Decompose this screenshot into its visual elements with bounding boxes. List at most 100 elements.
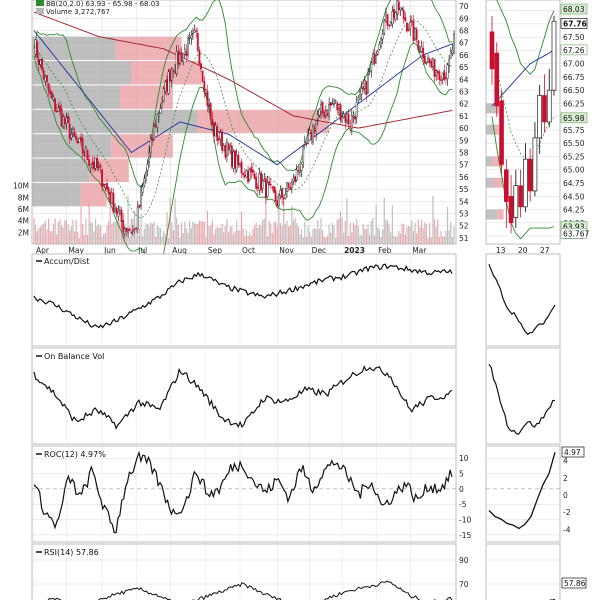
volume-bar: [221, 223, 223, 244]
candle-body: [250, 167, 253, 172]
volume-bar: [305, 236, 308, 244]
candle-body: [378, 44, 381, 50]
candle-body: [102, 184, 105, 187]
volume-bar: [49, 230, 51, 244]
roc-zoom-badge-box: [561, 446, 585, 458]
volume-bar: [255, 222, 257, 244]
volume-bars: [33, 194, 455, 244]
volume-bar: [47, 218, 50, 244]
volume-bar: [270, 223, 272, 244]
zoom-vbp-gray: [486, 177, 494, 188]
candle-body: [75, 136, 78, 140]
zoom-candle-body: [489, 31, 495, 70]
zoom-vbp-red: [492, 156, 504, 167]
candle-body: [60, 108, 63, 127]
roc-line: [33, 450, 453, 534]
volume-bar: [395, 236, 397, 244]
zoom-ma-short: [491, 49, 555, 107]
main-y-tick: 62: [459, 100, 469, 109]
volume-bar: [62, 227, 64, 244]
volume-bar: [145, 223, 147, 244]
candle-body: [310, 132, 313, 140]
volume-bar: [257, 228, 259, 244]
candle-body: [157, 113, 160, 117]
volume-bar: [268, 220, 270, 244]
zoom-value-badge-text: 67.76: [563, 19, 587, 28]
zoom-y-axis: 63.7564.0064.2564.5064.7565.0065.2565.50…: [563, 7, 585, 241]
accum-dist-panel: Accum/Dist: [31, 253, 561, 347]
main-y-tick: 64: [459, 75, 469, 84]
candle-body: [355, 101, 358, 118]
candle-body: [34, 39, 37, 55]
volume-bar: [391, 205, 393, 244]
candle-body: [104, 184, 107, 188]
main-x-tick: Oct: [242, 246, 255, 255]
main-y-tick: 68: [459, 27, 469, 36]
zoom-y-tick: 65.75: [563, 126, 585, 135]
main-y-tick: 65: [459, 63, 469, 72]
candle-body: [346, 113, 348, 121]
candle-body: [271, 186, 274, 188]
volume-bar: [38, 228, 40, 244]
candle-body: [247, 170, 249, 183]
zoom-candle-body: [537, 95, 542, 139]
candle-body: [136, 206, 139, 230]
main-x-tick: Dec: [312, 246, 327, 255]
candle-body: [375, 55, 378, 64]
candle-body: [123, 228, 126, 235]
volume-bar: [166, 212, 168, 244]
candle-body: [444, 77, 447, 79]
roc-zoom-y-tick: 4: [563, 457, 568, 466]
volume-bar: [260, 225, 262, 244]
candle-body: [407, 28, 410, 31]
volume-bar: [142, 236, 144, 244]
volume-bar: [46, 229, 48, 244]
main-y-tick: 56: [459, 173, 469, 182]
volume-bar: [78, 238, 81, 244]
volume-bar: [203, 221, 205, 244]
volume-bar: [443, 236, 445, 244]
volume-bar: [206, 210, 209, 244]
main-y-tick: 51: [459, 234, 469, 243]
obv-zoom-line: [488, 363, 556, 435]
candle-body: [128, 229, 131, 231]
candle-body: [264, 178, 267, 198]
volume-bar: [180, 222, 183, 244]
volume-bar: [73, 231, 76, 244]
volume-bar: [286, 220, 288, 244]
zoom-y-tick: 65.00: [563, 166, 585, 175]
zoom-y-tick: 64.50: [563, 192, 585, 201]
candle-body: [242, 172, 245, 176]
volume-bar: [210, 225, 212, 244]
main-y-tick: 58: [459, 149, 469, 158]
candle-body: [42, 70, 45, 80]
candle-body: [372, 53, 374, 65]
main-x-axis: Apr May Jun Jul Aug Sep Oct Nov Dec 2023 Feb Mar: [36, 246, 427, 255]
main-y-tick: 66: [459, 51, 469, 60]
volume-bar: [432, 195, 434, 244]
candle-body: [438, 71, 441, 81]
zoom-candle-body: [532, 137, 538, 192]
volume-bar: [409, 226, 411, 244]
candle-body: [380, 38, 382, 47]
volume-bar: [390, 232, 392, 244]
vbp-gray-bar: [32, 183, 81, 207]
vbp-red-bar: [131, 61, 202, 85]
candle-body: [180, 52, 183, 63]
volume-bar: [57, 221, 59, 244]
candle-body: [229, 146, 232, 152]
volume-bar: [249, 232, 251, 244]
candle-body: [89, 164, 92, 168]
zoom-vbp-gray: [486, 103, 496, 114]
candle-body: [80, 136, 82, 141]
volume-bar: [357, 225, 359, 244]
main-x-tick: Feb: [378, 246, 392, 255]
volume-bar: [294, 218, 296, 244]
volume-bar: [185, 228, 188, 244]
volume-bar: [146, 223, 149, 244]
candle-body: [101, 169, 104, 187]
volume-bar: [336, 219, 338, 244]
main-x-tick: Jun: [103, 246, 116, 255]
volume-bar: [375, 204, 377, 244]
volume-bar: [360, 234, 363, 244]
